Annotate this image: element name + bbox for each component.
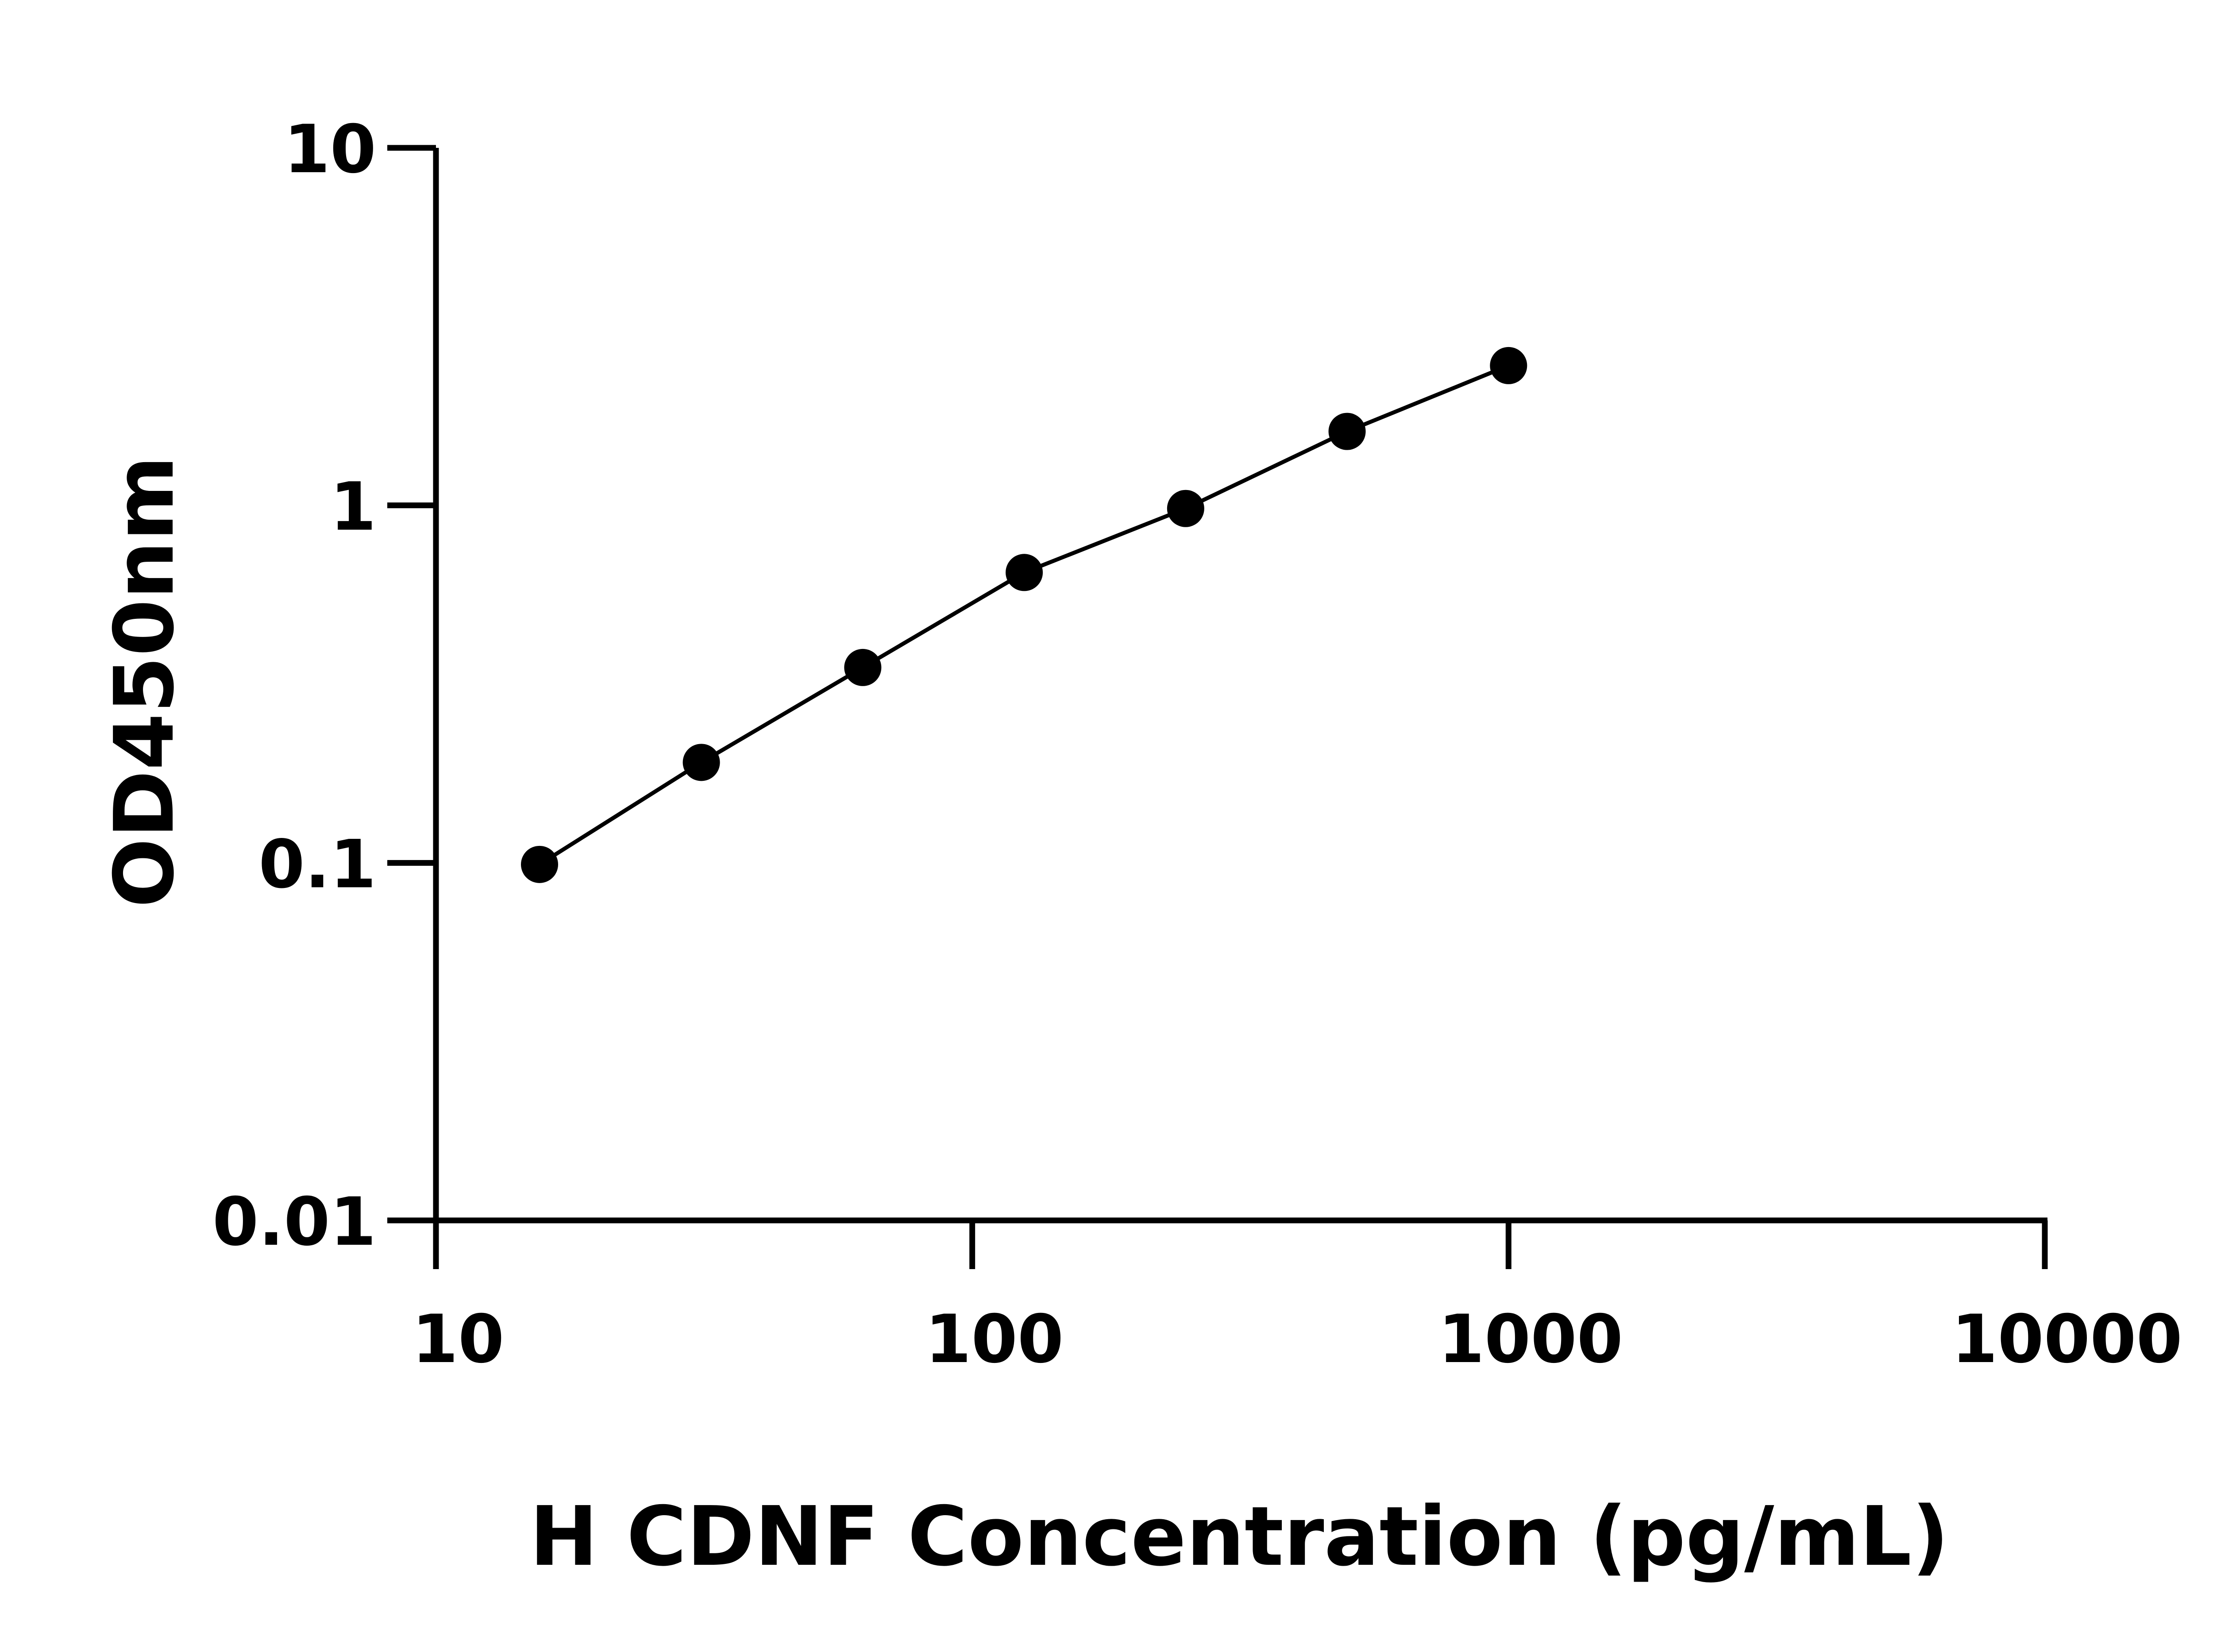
data-point	[521, 845, 559, 883]
x-tick-label: 100	[925, 1301, 1064, 1378]
data-point	[844, 648, 882, 686]
ticks: 10 100 1000 10000 0.01 0.1 1 10	[212, 111, 2182, 1378]
y-axis-title: OD450nm	[96, 455, 192, 907]
data-point	[1328, 413, 1366, 450]
y-tick-label: 0.01	[212, 1184, 376, 1261]
x-axis-title: H CDNF Concentration (pg/mL)	[529, 1489, 1949, 1584]
data-point	[1490, 347, 1527, 384]
y-tick-label: 0.1	[258, 826, 376, 903]
data-points	[521, 347, 1527, 883]
y-tick-label: 10	[284, 111, 376, 188]
x-tick-label: 10000	[1951, 1301, 2182, 1378]
x-tick-label: 1000	[1438, 1301, 1623, 1378]
axes	[387, 148, 2047, 1269]
y-tick-label: 1	[330, 469, 376, 546]
data-point	[1167, 490, 1204, 527]
data-point	[1006, 554, 1043, 591]
data-point	[682, 744, 720, 781]
x-tick-label: 10	[412, 1301, 505, 1378]
